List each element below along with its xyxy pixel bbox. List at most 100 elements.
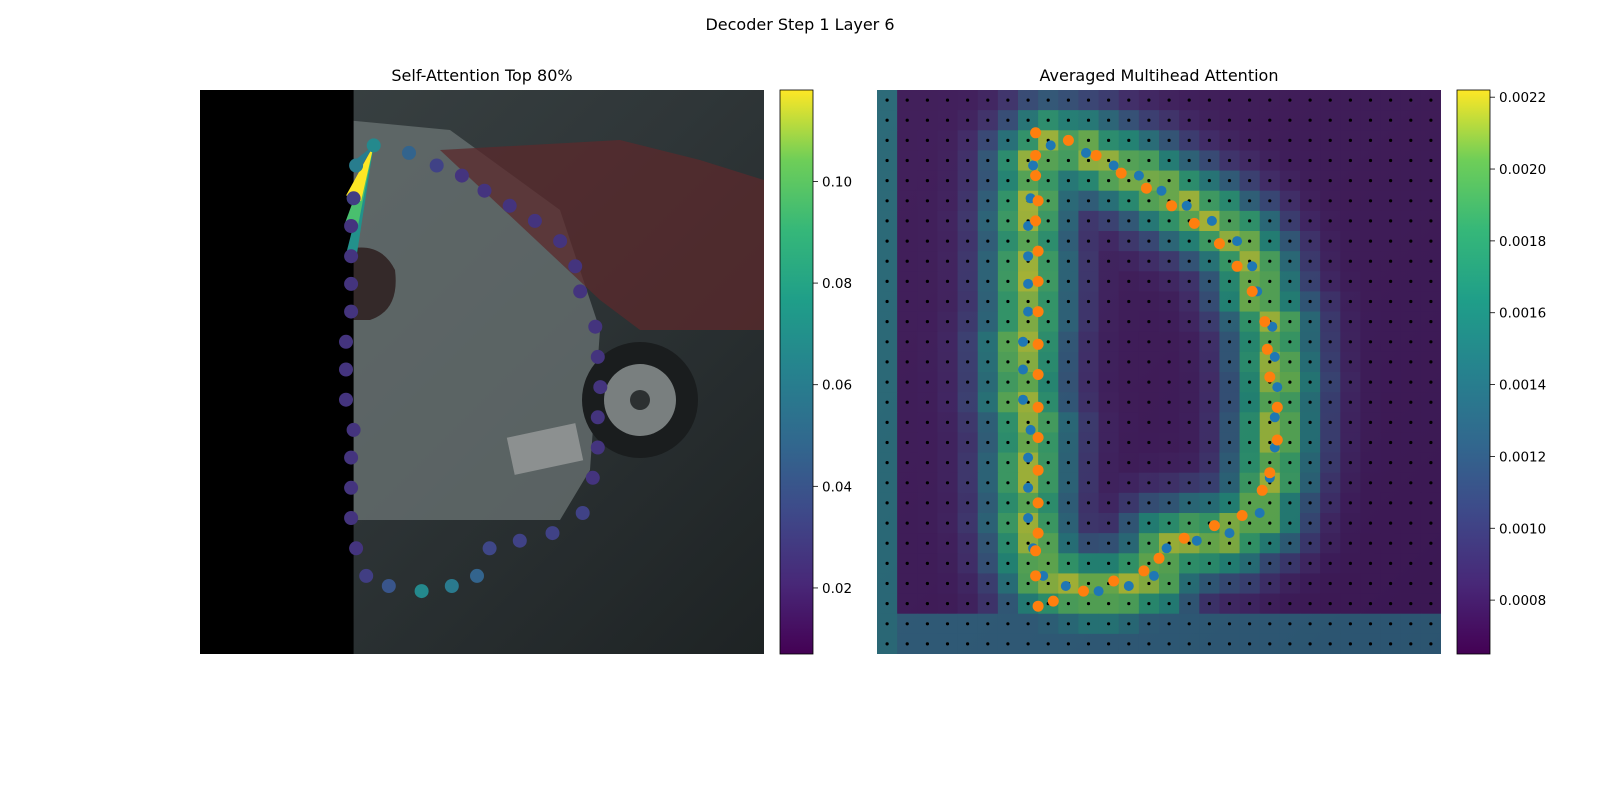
- grid-dot: [1207, 581, 1211, 586]
- grid-dot: [1147, 501, 1151, 505]
- grid-dot: [1348, 219, 1352, 223]
- grid-dot: [1368, 239, 1373, 243]
- grid-dot: [1429, 360, 1433, 364]
- grid-dot: [1006, 219, 1010, 223]
- grid-dot: [1429, 440, 1433, 445]
- grid-dot: [1409, 521, 1413, 525]
- grid-dot: [1348, 299, 1352, 304]
- attention-point: [527, 213, 542, 228]
- grid-dot: [1086, 360, 1091, 364]
- grid-dot: [1308, 481, 1312, 485]
- reference-point: [1018, 364, 1028, 375]
- grid-dot: [1187, 420, 1191, 424]
- grid-dot: [1107, 461, 1111, 465]
- grid-dot: [885, 320, 889, 324]
- grid-dot: [986, 199, 990, 203]
- grid-dot: [1066, 320, 1070, 324]
- colorbar-tick-label: 0.0022: [1499, 90, 1546, 106]
- grid-dot: [1268, 199, 1272, 203]
- grid-dot: [1026, 138, 1030, 142]
- grid-dot: [1207, 481, 1211, 485]
- grid-dot: [1107, 622, 1111, 626]
- grid-dot: [1429, 561, 1433, 566]
- colorbar-tick-label: 0.02: [822, 581, 852, 597]
- grid-dot: [1046, 239, 1050, 243]
- grid-dot: [1006, 561, 1010, 566]
- grid-dot: [986, 158, 990, 163]
- grid-dot: [905, 400, 909, 404]
- predicted-points: [1030, 127, 1283, 612]
- grid-dot: [1207, 299, 1211, 304]
- grid-dot: [1026, 179, 1030, 183]
- grid-dot: [1187, 320, 1191, 324]
- grid-dots: [885, 98, 1433, 646]
- grid-dot: [1207, 279, 1211, 283]
- grid-dot: [905, 259, 909, 263]
- reference-point: [1023, 278, 1034, 289]
- grid-dot: [1368, 199, 1373, 203]
- grid-dot: [1107, 179, 1111, 183]
- predicted-point: [1062, 134, 1074, 146]
- grid-dot: [945, 481, 950, 485]
- grid-dot: [1127, 622, 1131, 626]
- colorbar-tick-label: 0.0008: [1499, 593, 1546, 609]
- grid-dot: [1066, 561, 1070, 566]
- heatmap-cells: [877, 90, 1441, 654]
- grid-dot: [1348, 581, 1352, 586]
- grid-dot: [1348, 380, 1352, 384]
- grid-dot: [1429, 279, 1433, 283]
- grid-dot: [945, 340, 950, 344]
- grid-dot: [1026, 622, 1030, 626]
- grid-dot: [1308, 420, 1312, 424]
- grid-dot: [1268, 461, 1272, 465]
- grid-dot: [1046, 340, 1050, 344]
- grid-dot: [1348, 340, 1352, 344]
- grid-dot: [1006, 158, 1010, 163]
- grid-dot: [1227, 602, 1232, 606]
- grid-dot: [1409, 118, 1413, 122]
- attention-point: [477, 183, 492, 198]
- grid-dot: [1127, 138, 1131, 142]
- attention-point: [573, 284, 588, 299]
- colorbar-tick-label: 0.0016: [1499, 306, 1546, 322]
- grid-dot: [1066, 199, 1070, 203]
- grid-dot: [885, 461, 889, 465]
- grid-dot: [1006, 541, 1010, 545]
- grid-dot: [1107, 481, 1111, 485]
- grid-dot: [1107, 138, 1111, 142]
- predicted-point: [1030, 570, 1042, 582]
- reference-point: [1191, 535, 1202, 546]
- grid-dot: [1288, 259, 1292, 263]
- grid-dot: [885, 158, 889, 163]
- predicted-point: [1246, 285, 1258, 297]
- grid-dot: [905, 340, 909, 344]
- grid-dot: [1086, 199, 1091, 203]
- grid-dot: [925, 219, 930, 223]
- grid-dot: [945, 320, 950, 324]
- colorbar-tick-label: 0.10: [822, 174, 852, 190]
- grid-dot: [1348, 320, 1352, 324]
- grid-dot: [1086, 259, 1091, 263]
- grid-dot: [1127, 199, 1131, 203]
- grid-dot: [1207, 320, 1211, 324]
- grid-dot: [1348, 501, 1352, 505]
- grid-dot: [1368, 219, 1373, 223]
- grid-dot: [1167, 98, 1171, 102]
- reference-point: [1269, 351, 1280, 362]
- grid-dot: [1389, 118, 1393, 122]
- grid-dot: [1107, 199, 1111, 203]
- grid-dot: [966, 481, 970, 485]
- grid-dot: [986, 340, 990, 344]
- predicted-point: [1032, 195, 1044, 207]
- predicted-point: [1153, 552, 1165, 564]
- grid-dot: [1348, 179, 1352, 183]
- multihead-attention-image: [877, 90, 1441, 654]
- self-attention-image: [200, 90, 764, 654]
- grid-dot: [1389, 420, 1393, 424]
- grid-dot: [1248, 219, 1252, 223]
- grid-dot: [1147, 138, 1151, 142]
- grid-dot: [1207, 622, 1211, 626]
- grid-dot: [1107, 98, 1111, 102]
- grid-dot: [966, 158, 970, 163]
- grid-dot: [1328, 602, 1332, 606]
